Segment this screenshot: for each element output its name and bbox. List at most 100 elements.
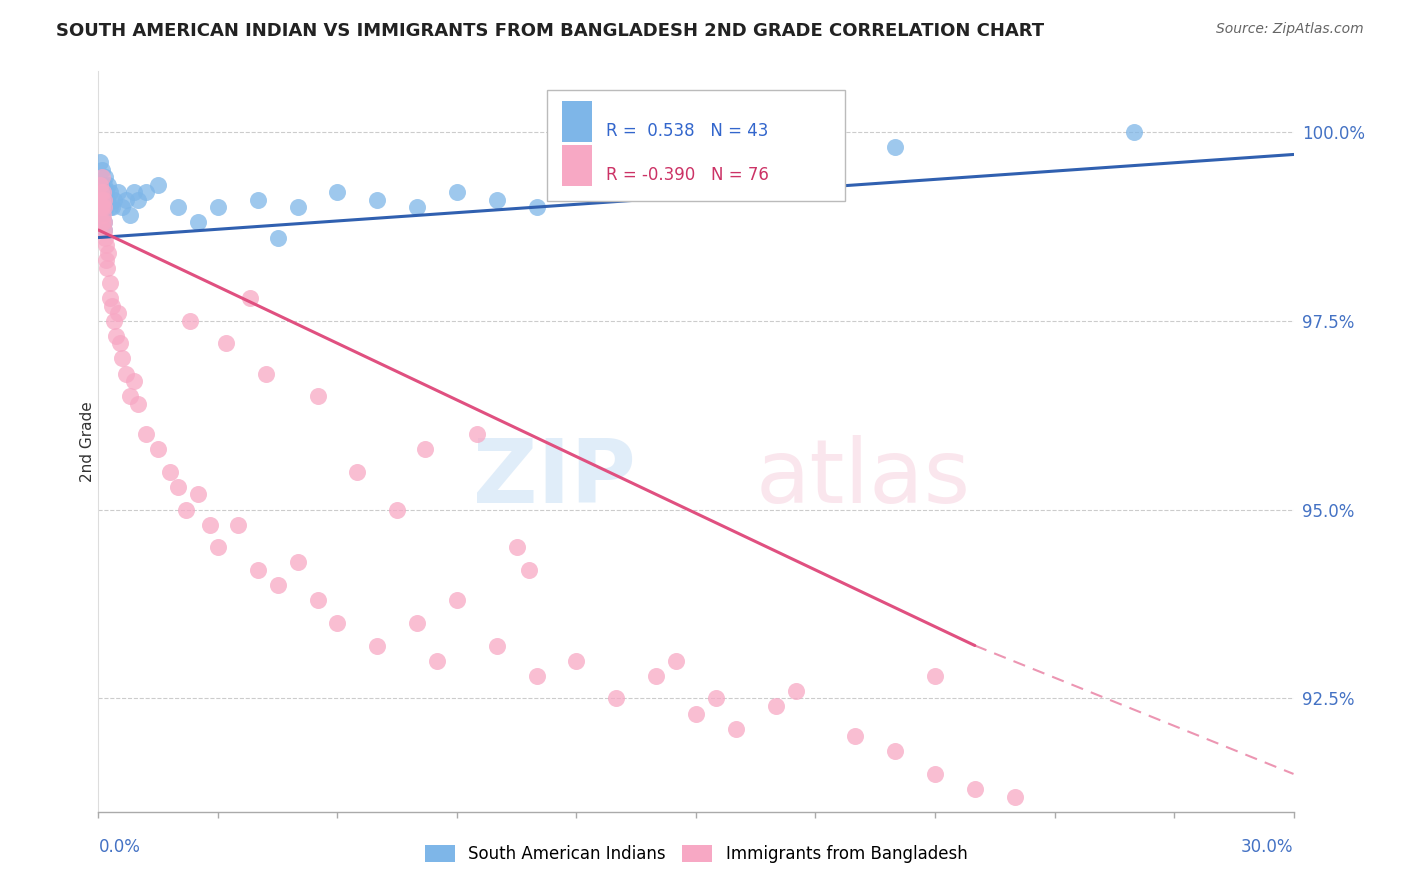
Point bbox=[724, 722, 747, 736]
Point bbox=[485, 193, 508, 207]
Point bbox=[105, 328, 128, 343]
Point bbox=[101, 299, 124, 313]
Point bbox=[159, 465, 181, 479]
Point bbox=[506, 541, 529, 555]
Point bbox=[90, 170, 112, 185]
Point bbox=[91, 208, 114, 222]
Point bbox=[226, 517, 249, 532]
Point bbox=[765, 698, 787, 713]
Text: Source: ZipAtlas.com: Source: ZipAtlas.com bbox=[1216, 22, 1364, 37]
Point bbox=[179, 313, 201, 327]
Point bbox=[326, 615, 349, 630]
Point bbox=[526, 669, 548, 683]
Point bbox=[366, 193, 388, 207]
Point bbox=[91, 200, 114, 214]
Point bbox=[307, 593, 329, 607]
FancyBboxPatch shape bbox=[562, 101, 592, 142]
Point bbox=[239, 291, 262, 305]
Point bbox=[93, 193, 115, 207]
Point bbox=[90, 178, 112, 192]
Point bbox=[187, 487, 209, 501]
Point bbox=[884, 140, 907, 154]
Point bbox=[93, 223, 115, 237]
Point bbox=[110, 336, 132, 351]
Point bbox=[115, 193, 138, 207]
Point bbox=[287, 556, 309, 570]
Point bbox=[94, 238, 117, 252]
Point bbox=[127, 193, 149, 207]
Point bbox=[565, 654, 588, 668]
Point bbox=[346, 465, 368, 479]
Point bbox=[98, 200, 121, 214]
Point bbox=[924, 767, 946, 781]
Point bbox=[111, 351, 134, 366]
Point bbox=[287, 200, 309, 214]
Point bbox=[207, 541, 229, 555]
Point bbox=[148, 178, 170, 192]
Point bbox=[246, 193, 269, 207]
Point bbox=[124, 374, 146, 388]
Point bbox=[94, 230, 117, 244]
Text: ZIP: ZIP bbox=[474, 435, 637, 522]
Point bbox=[89, 178, 111, 192]
Point bbox=[96, 186, 118, 200]
Point bbox=[326, 186, 349, 200]
Point bbox=[93, 178, 115, 192]
Point bbox=[704, 691, 727, 706]
Point bbox=[645, 669, 668, 683]
Point bbox=[107, 186, 129, 200]
Point bbox=[120, 389, 142, 403]
Point bbox=[91, 193, 114, 207]
Point bbox=[93, 215, 115, 229]
Point bbox=[98, 276, 121, 290]
Point bbox=[406, 200, 429, 214]
Point bbox=[96, 253, 118, 268]
Y-axis label: 2nd Grade: 2nd Grade bbox=[80, 401, 94, 482]
Point bbox=[107, 306, 129, 320]
Text: SOUTH AMERICAN INDIAN VS IMMIGRANTS FROM BANGLADESH 2ND GRADE CORRELATION CHART: SOUTH AMERICAN INDIAN VS IMMIGRANTS FROM… bbox=[56, 22, 1045, 40]
Point bbox=[215, 336, 238, 351]
Point bbox=[785, 683, 807, 698]
Point bbox=[517, 563, 540, 577]
Point bbox=[103, 313, 125, 327]
Point bbox=[685, 706, 707, 721]
Text: R = -0.390   N = 76: R = -0.390 N = 76 bbox=[606, 166, 769, 184]
Point bbox=[1123, 125, 1146, 139]
Point bbox=[267, 230, 290, 244]
Point bbox=[89, 155, 111, 169]
FancyBboxPatch shape bbox=[562, 145, 592, 186]
Point bbox=[127, 397, 149, 411]
Point bbox=[167, 480, 190, 494]
Point bbox=[90, 200, 112, 214]
Point bbox=[884, 744, 907, 758]
Point bbox=[148, 442, 170, 456]
Point bbox=[187, 215, 209, 229]
Point bbox=[103, 193, 125, 207]
Point bbox=[605, 691, 627, 706]
Point bbox=[91, 186, 114, 200]
Point bbox=[246, 563, 269, 577]
Text: 30.0%: 30.0% bbox=[1241, 838, 1294, 856]
Point bbox=[93, 193, 115, 207]
Legend: South American Indians, Immigrants from Bangladesh: South American Indians, Immigrants from … bbox=[418, 838, 974, 870]
Point bbox=[174, 502, 197, 516]
Point bbox=[91, 208, 114, 222]
Point bbox=[267, 578, 290, 592]
Point bbox=[485, 639, 508, 653]
Point bbox=[120, 208, 142, 222]
Point bbox=[844, 729, 866, 743]
Point bbox=[97, 245, 120, 260]
FancyBboxPatch shape bbox=[547, 90, 845, 201]
Point bbox=[1004, 789, 1026, 804]
Point bbox=[94, 170, 117, 185]
Point bbox=[111, 200, 134, 214]
Point bbox=[90, 186, 112, 200]
Point bbox=[93, 200, 115, 214]
Text: 0.0%: 0.0% bbox=[98, 838, 141, 856]
Point bbox=[307, 389, 329, 403]
Point bbox=[465, 427, 488, 442]
Point bbox=[963, 782, 986, 797]
Point bbox=[446, 593, 468, 607]
Point bbox=[91, 215, 114, 229]
Point bbox=[413, 442, 436, 456]
